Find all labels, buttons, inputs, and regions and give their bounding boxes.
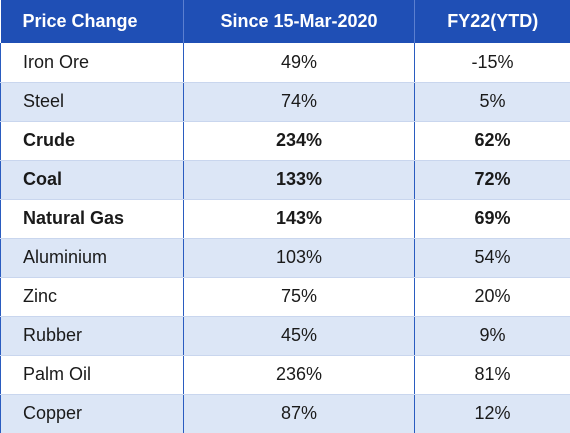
commodity-name: Iron Ore [0, 43, 184, 83]
table-row: Palm Oil 236% 81% [0, 355, 570, 395]
fy22-value: 9% [414, 316, 570, 356]
since-value: 74% [183, 82, 415, 122]
fy22-value: 5% [414, 82, 570, 122]
table-row: Aluminium 103% 54% [0, 238, 570, 278]
table-row: Coal 133% 72% [0, 160, 570, 200]
commodity-name: Steel [0, 82, 184, 122]
fy22-value: 72% [414, 160, 570, 200]
table-row: Rubber 45% 9% [0, 316, 570, 356]
fy22-value: 54% [414, 238, 570, 278]
commodity-name: Coal [0, 160, 184, 200]
fy22-value: 12% [414, 394, 570, 433]
column-header-fy22: FY22(YTD) [447, 11, 539, 31]
fy22-value: 81% [414, 355, 570, 395]
since-value: 143% [183, 199, 415, 239]
since-value: 75% [183, 277, 415, 317]
fy22-value: 69% [414, 199, 570, 239]
commodity-name: Palm Oil [0, 355, 184, 395]
since-value: 234% [183, 121, 415, 161]
commodity-name: Copper [0, 394, 184, 433]
column-header-price-change: Price Change [0, 0, 184, 43]
since-value: 133% [183, 160, 415, 200]
fy22-value: -15% [414, 43, 570, 83]
since-value: 49% [183, 43, 415, 83]
table-row: Crude 234% 62% [0, 121, 570, 161]
column-header-since: Since 15-Mar-2020 [183, 0, 415, 43]
fy22-value: 62% [414, 121, 570, 161]
table-row: Iron Ore 49% -15% [0, 43, 570, 83]
commodity-name: Aluminium [0, 238, 184, 278]
table-row: Copper 87% 12% [0, 394, 570, 433]
header-row: Price Change Since 15-Mar-2020 FY22(YTD) [0, 0, 570, 43]
table-row: Natural Gas 143% 69% [0, 199, 570, 239]
table-row: Zinc 75% 20% [0, 277, 570, 317]
table-body: Iron Ore 49% -15% Steel 74% 5% Crude 234… [0, 43, 570, 433]
commodity-name: Zinc [0, 277, 184, 317]
commodity-name: Natural Gas [0, 199, 184, 239]
since-value: 236% [183, 355, 415, 395]
commodity-name: Crude [0, 121, 184, 161]
since-value: 45% [183, 316, 415, 356]
fy22-value: 20% [414, 277, 570, 317]
since-value: 87% [183, 394, 415, 433]
since-value: 103% [183, 238, 415, 278]
commodity-name: Rubber [0, 316, 184, 356]
table-row: Steel 74% 5% [0, 82, 570, 122]
